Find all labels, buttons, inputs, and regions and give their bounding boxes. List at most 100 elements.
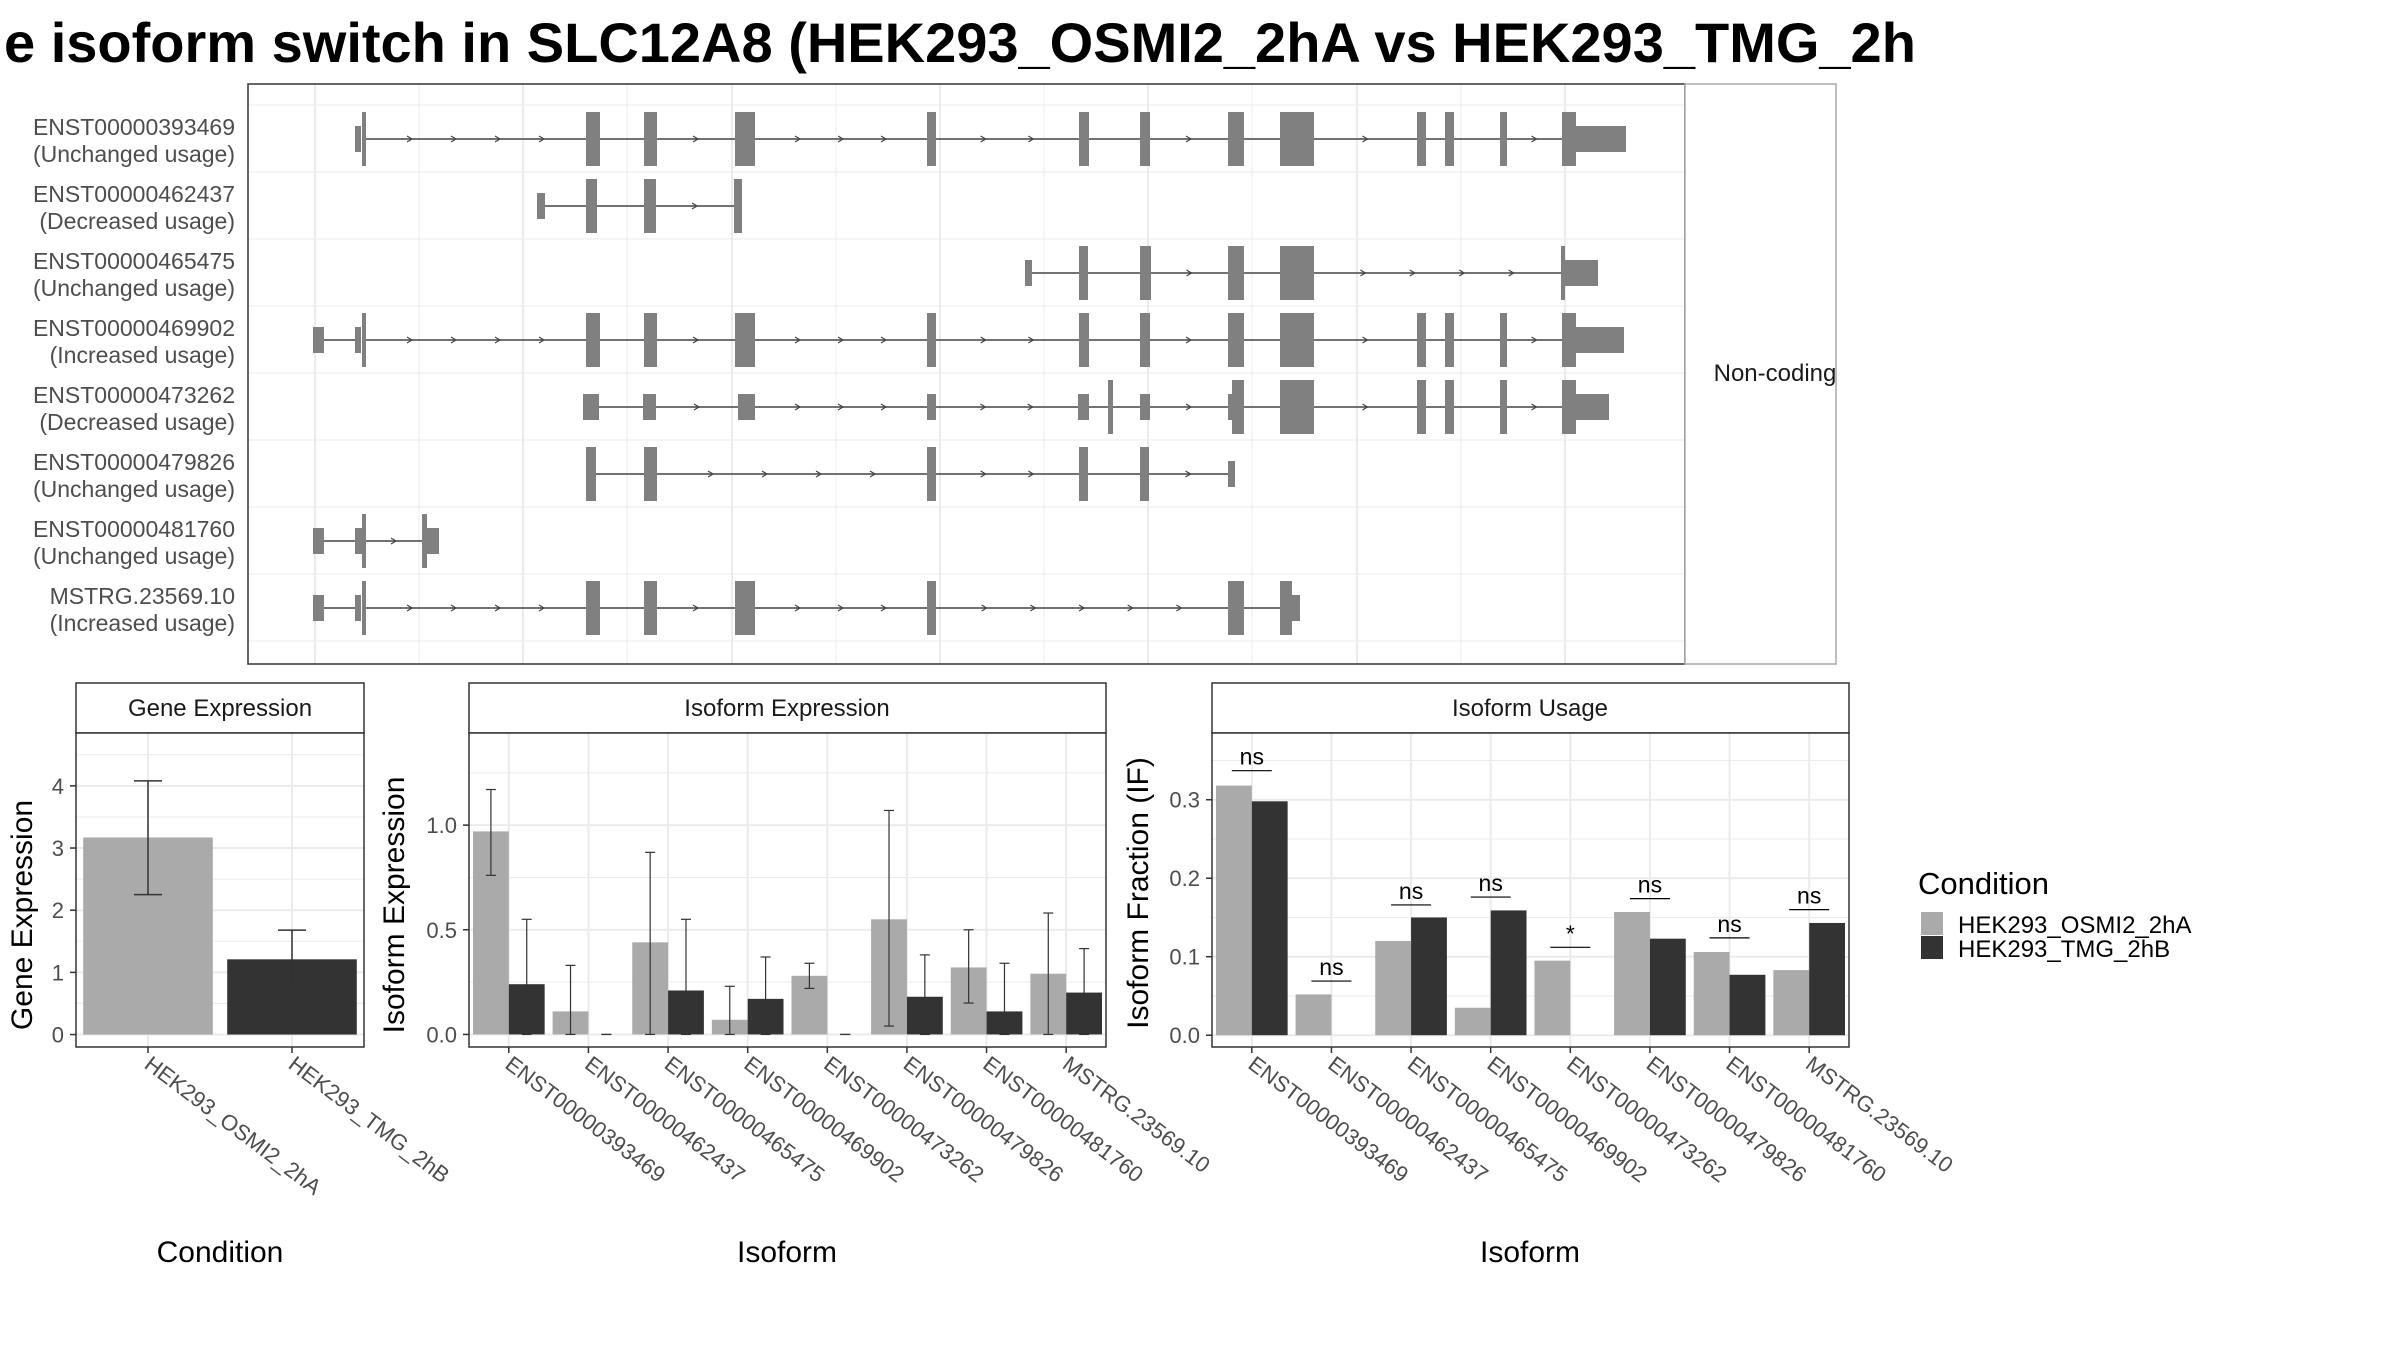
intron-direction-arrow [390, 537, 398, 545]
isoform-expression-panel: Isoform Expression Isoform Expression Is… [378, 682, 1215, 1269]
intron-direction-arrow [1127, 604, 1134, 612]
exon-coding [1445, 380, 1454, 434]
transcript-id-label: MSTRG.23569.10 [50, 583, 235, 609]
exon-coding [927, 112, 936, 166]
transcript-model [537, 179, 742, 233]
exon-utr [1565, 260, 1598, 286]
exon-utr [1078, 394, 1089, 420]
plot-background [469, 733, 1106, 1047]
exon-utr [1576, 394, 1609, 420]
exon-coding [1228, 246, 1244, 300]
intron-direction-arrow [1028, 336, 1035, 344]
intron-direction-arrow [1027, 403, 1034, 411]
significance-label: ns [1240, 744, 1264, 770]
transcript-structure-panel: ENST00000393469(Unchanged usage)ENST0000… [33, 83, 1837, 665]
intron-direction-arrow [1176, 604, 1183, 612]
intron-direction-arrow [1409, 269, 1416, 277]
intron-direction-arrow [880, 604, 888, 612]
transcript-id-label: ENST00000469902 [33, 315, 235, 341]
exon-coding [1140, 112, 1150, 166]
exon-coding [644, 179, 656, 233]
intron-direction-arrow [406, 604, 414, 612]
exon-coding [1140, 246, 1151, 300]
exon-coding [422, 514, 427, 568]
transcript-model [355, 112, 1626, 166]
exon-coding [1280, 380, 1314, 434]
intron-direction-arrow [880, 403, 888, 411]
intron-direction-arrow [1028, 470, 1035, 478]
intron-direction-arrow [1185, 336, 1193, 344]
exon-coding [927, 581, 936, 635]
plot-border [75, 732, 365, 1048]
legend-label-condition-b: HEK293_TMG_2hB [1958, 936, 2170, 963]
exon-utr [355, 126, 361, 152]
intron-direction-arrow [837, 403, 845, 411]
bar [1411, 917, 1447, 1036]
intron-direction-arrow [450, 604, 458, 612]
transcript-usage-label: (Increased usage) [50, 342, 235, 368]
transcript-model [313, 514, 439, 568]
exon-coding [735, 313, 755, 367]
y-tick-label: 3 [52, 836, 64, 861]
intron-direction-arrow [980, 336, 987, 344]
intron-direction-arrow [794, 336, 802, 344]
transcript-usage-label: (Unchanged usage) [33, 476, 235, 502]
intron-direction-arrow [837, 604, 845, 612]
transcript-usage-label: (Increased usage) [50, 610, 235, 636]
bar [1693, 952, 1730, 1036]
exon-utr [313, 595, 324, 621]
y-tick-label: 1 [52, 960, 64, 985]
exon-coding [1500, 313, 1507, 367]
exon-coding [1079, 313, 1089, 367]
exon-coding [586, 112, 600, 166]
exon-coding [1417, 313, 1426, 367]
intron-direction-arrow [869, 470, 877, 478]
exon-utr [1228, 461, 1235, 487]
exon-utr [427, 528, 439, 554]
intron-direction-arrow [1030, 604, 1037, 612]
intron-direction-arrow [980, 135, 987, 143]
isoform-usage-y-axis-title: Isoform Fraction (IF) [1122, 757, 1155, 1029]
bar [1649, 938, 1686, 1036]
exon-coding [586, 447, 596, 501]
intron-direction-arrow [538, 604, 546, 612]
transcript-model [1025, 246, 1598, 300]
exon-coding [644, 112, 657, 166]
bar [1773, 970, 1810, 1036]
transcript-usage-label: (Unchanged usage) [33, 141, 235, 167]
significance-label: ns [1638, 872, 1662, 898]
intron-direction-arrow [880, 336, 888, 344]
exon-coding [1079, 112, 1089, 166]
exon-coding [644, 447, 657, 501]
intron-direction-arrow [1531, 135, 1538, 143]
transcript-id-label: ENST00000473262 [33, 382, 235, 408]
intron-direction-arrow [980, 470, 987, 478]
intron-direction-arrow [1028, 135, 1035, 143]
exon-coding [1108, 380, 1113, 434]
intron-direction-arrow [1185, 135, 1193, 143]
intron-direction-arrow [1186, 269, 1193, 277]
exon-coding [1562, 313, 1576, 367]
facet-strip [1684, 83, 1837, 665]
y-tick-label: 2 [52, 898, 64, 923]
condition-legend: Condition HEK293_OSMI2_2hA HEK293_TMG_2h… [1918, 866, 2191, 963]
plot-border [468, 732, 1107, 1048]
y-tick-label: 0.5 [426, 918, 457, 943]
exon-utr [583, 394, 599, 420]
significance-label: ns [1399, 878, 1423, 904]
exon-coding [1561, 246, 1565, 300]
exon-coding [1562, 380, 1576, 434]
exon-utr [1025, 260, 1032, 286]
exon-utr [1576, 126, 1626, 152]
intron-direction-arrow [692, 336, 700, 344]
gene-expression-strip-title: Gene Expression [128, 695, 312, 722]
exon-coding [734, 179, 742, 233]
transcript-usage-label: (Unchanged usage) [33, 543, 235, 569]
intron-direction-arrow [1458, 269, 1466, 277]
exon-utr [313, 327, 324, 353]
exon-coding [1280, 581, 1292, 635]
transcript-models [313, 112, 1626, 635]
isoform-expression-strip [468, 682, 1107, 734]
transcript-id-label: ENST00000465475 [33, 248, 235, 274]
